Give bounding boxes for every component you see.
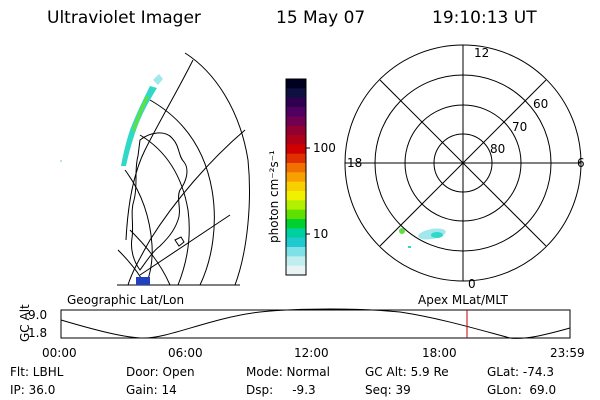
colorbar-cell [286,200,306,211]
polar-aurora-spot [399,228,405,234]
colorbar-label-10: 10 [313,227,329,241]
lon-line-3 [139,134,190,286]
time-label: 19:10:13 UT [432,8,537,28]
colorbar-cell [286,181,306,192]
date-label: 15 May 07 [276,8,366,28]
polar-label-0: 0 [468,277,476,291]
orbit-altitude-curve [60,308,571,339]
colorbar-cell [286,265,306,276]
aurora-emission-core [132,96,149,131]
timeline-x-tick-1200: 12:00 [294,346,329,360]
status-filter: Flt: LBHL [10,365,64,379]
colorbar-cell [286,256,306,267]
timeline-frame [60,309,571,339]
timeline-y-tick-min: 1.8 [28,326,48,340]
polar-lat-label-60: 60 [533,97,549,111]
aurora-emission [121,86,157,166]
status-dsp: Dsp: -9.3 [246,383,316,397]
polar-label-6: 6 [577,156,585,170]
limb-arc-outer [184,52,250,286]
colorbar-cell [286,153,306,164]
colorbar-cell [286,247,306,257]
polar-lat-label-80: 80 [490,142,506,156]
status-glon: GLon: 69.0 [487,383,557,397]
colorbar-cell [286,125,306,136]
timeline-x-tick-0600: 06:00 [168,346,203,360]
colorbar-cell [286,116,306,127]
timeline-y-tick-max: 9.0 [28,308,48,322]
colorbar-cell [286,107,306,117]
lat-line-2 [139,214,231,276]
polar-label-12: 12 [474,46,490,60]
colorbar-cell [286,79,306,89]
colorbar-cell [286,97,306,108]
timeline-x-tick-0000: 00:00 [42,346,77,360]
colorbar-label-100: 100 [313,141,336,155]
island-outline [174,236,185,247]
colorbar-cell [286,209,306,220]
colorbar-cell [286,228,306,239]
colorbar-cell [286,237,306,248]
polar-aurora-core [431,232,443,238]
colorbar-cell [286,144,306,155]
sun-marker [136,277,150,285]
polar-noise-pixel [408,246,411,248]
colorbar-frame [285,78,307,276]
colorbar-cell [286,172,306,183]
colorbar-cell [286,135,306,145]
timeline-right-title: Apex MLat/MLT [418,293,508,307]
polar-diagonal-2 [379,79,547,247]
status-glat: GLat: -74.3 [487,365,554,379]
aurora-emission-patch [153,74,163,85]
instrument-title: Ultraviolet Imager [47,8,201,28]
colorbar-cell [286,219,306,229]
status-seq: Seq: 39 [365,383,411,397]
colorbar-cell [286,191,306,201]
antarctica-coastline [131,132,188,271]
status-gc-alt: GC Alt: 5.9 Re [365,365,449,379]
colorbar-cell [286,163,306,173]
colorbar-gradient [286,79,306,276]
status-gain: Gain: 14 [126,383,177,397]
status-door: Door: Open [126,365,195,379]
timeline-left-title: Geographic Lat/Lon [67,293,185,307]
status-ip: IP: 36.0 [10,383,56,397]
lon-line-2 [149,99,215,286]
status-mode: Mode: Normal [246,365,330,379]
polar-lat-label-70: 70 [512,120,528,134]
polar-label-18: 18 [347,156,363,170]
timeline-x-tick-2359: 23:59 [550,346,585,360]
lon-line-1 [125,59,194,241]
noise-pixel [60,160,62,162]
colorbar-cell [286,88,306,99]
timeline-x-tick-1800: 18:00 [422,346,457,360]
